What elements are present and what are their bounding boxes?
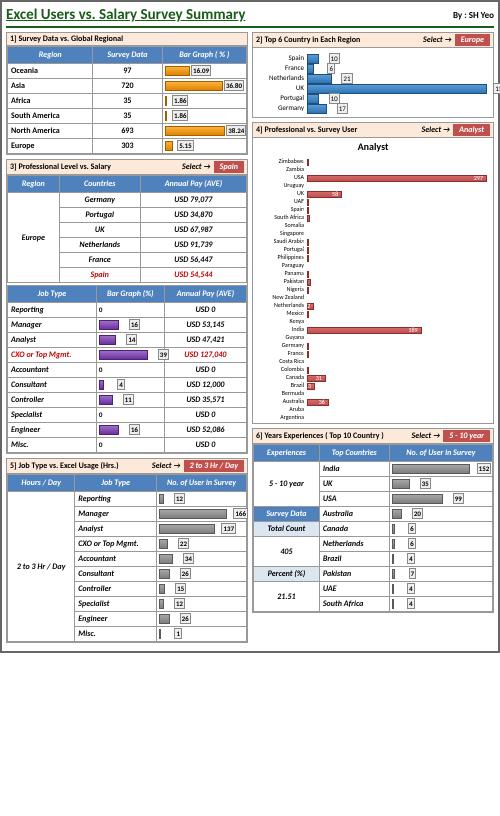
author: By : SH Yeo	[453, 10, 494, 21]
table-row: Europe3035.15	[8, 139, 247, 154]
table-row: Analyst14USD 47,421	[8, 333, 247, 348]
panel-5-select[interactable]: 2 to 3 Hr / Day	[184, 460, 244, 472]
bar-row: South Africa5	[259, 213, 487, 221]
bar-row: Portugal10	[259, 93, 487, 102]
bar-row: USA297	[259, 173, 487, 181]
panel-6-select[interactable]: 5 - 10 year	[443, 430, 490, 442]
bar-row: Germany17	[259, 103, 487, 112]
table-row: Total CountCanada6	[254, 522, 493, 537]
bar-row: Argentina	[259, 413, 487, 421]
panel-4: 4] Professional vs. Survey User Select →…	[252, 122, 494, 424]
bar-row: France6	[259, 63, 487, 72]
table-row: 5 - 10 yearIndia152	[254, 462, 493, 477]
bar-row: Brazil13	[259, 381, 487, 389]
panel-2-select[interactable]: Europe	[455, 34, 490, 46]
bar-row: Zambia	[259, 165, 487, 173]
bar-row: Bermuda	[259, 389, 487, 397]
table-row: North America69338.24	[8, 124, 247, 139]
table-row: CXO or Top Mgmt.39USD 127,040	[8, 348, 247, 363]
bar-row: Kenya	[259, 317, 487, 325]
bar-row: Mexico4	[259, 309, 487, 317]
table-row: Percent (%)Pakistan7	[254, 567, 493, 582]
bar-row: Zimbabwe1	[259, 157, 487, 165]
bar-row: Nigeria1	[259, 285, 487, 293]
bar-row: Pakistan6	[259, 277, 487, 285]
table-row: Controller11USD 35,571	[8, 393, 247, 408]
table-row: Specialist0USD 0	[8, 408, 247, 423]
panel-6-table: ExperiencesTop CountriesNo. of User in S…	[253, 444, 493, 612]
bar-row: Somalia	[259, 221, 487, 229]
table-row: Africa351.86	[8, 94, 247, 109]
panel-3-table2: Job TypeBar Graph (%)Annual Pay (AVE) Re…	[7, 285, 247, 453]
panel-3-select[interactable]: Spain	[214, 161, 244, 173]
bar-row: Canada31	[259, 373, 487, 381]
table-row: EuropeGermanyUSD 79,077	[8, 193, 247, 208]
bar-row: Netherlands12	[259, 301, 487, 309]
panel-1-title: 1] Survey Data vs. Global Regional	[10, 34, 244, 44]
panel-4-select[interactable]: Analyst	[453, 124, 490, 136]
dashboard: Excel Users vs. Salary Survey Summary By…	[0, 0, 500, 653]
table-row: Reporting0USD 0	[8, 303, 247, 318]
table-row: Survey DataAustralia20	[254, 507, 493, 522]
panel-5-table: Hours / DayJob TypeNo. of User in Survey…	[7, 474, 247, 642]
panel-6: 6] Years Experiences ( Top 10 Country ) …	[252, 428, 494, 613]
table-row: Oceania9716.09	[8, 64, 247, 79]
bar-row: Panama1	[259, 269, 487, 277]
bar-row: UK154	[259, 83, 487, 92]
panel-3-table1: RegionCountriesAnnual Pay (AVE) EuropeGe…	[7, 175, 247, 283]
bar-row: UAE4	[259, 197, 487, 205]
bar-row: Colombia3	[259, 365, 487, 373]
bar-row: New Zealand	[259, 293, 487, 301]
panel-1: 1] Survey Data vs. Global Regional Regio…	[6, 32, 248, 155]
bar-row: France1	[259, 349, 487, 357]
panel-2-chart: Spain10France6Netherlands21UK154Portugal…	[253, 48, 493, 117]
bar-row: Portugal1	[259, 245, 487, 253]
panel-4-chart: Zimbabwe1ZambiaUSA297UruguayUK58UAE4Spai…	[253, 155, 493, 423]
table-row: Engineer16USD 52,086	[8, 423, 247, 438]
page-title: Excel Users vs. Salary Survey Summary	[6, 6, 453, 24]
bar-row: Spain4	[259, 205, 487, 213]
table-row: Consultant4USD 12,000	[8, 378, 247, 393]
panel-1-table: RegionSurvey DataBar Graph ( % ) Oceania…	[7, 46, 247, 154]
table-row: Manager16USD 53,145	[8, 318, 247, 333]
table-row: Misc.0USD 0	[8, 438, 247, 453]
bar-row: Germany4	[259, 341, 487, 349]
table-row: Accountant0USD 0	[8, 363, 247, 378]
bar-row: UK58	[259, 189, 487, 197]
table-row: Asia72036.80	[8, 79, 247, 94]
table-row: 2 to 3 Hr / DayReporting12	[8, 492, 247, 507]
bar-row: Singapore	[259, 229, 487, 237]
bar-row: Guyana	[259, 333, 487, 341]
panel-5: 5] Job Type vs. Excel Usage (Hrs.) Selec…	[6, 458, 248, 643]
panel-3: 3] Professional Level vs. Salary Select …	[6, 159, 248, 454]
table-row: 21.51UAE4	[254, 582, 493, 597]
titlebar: Excel Users vs. Salary Survey Summary By…	[6, 6, 494, 28]
bar-row: Saudi Arabia4	[259, 237, 487, 245]
bar-row: Netherlands21	[259, 73, 487, 82]
bar-row: Uruguay	[259, 181, 487, 189]
bar-row: Philippines2	[259, 253, 487, 261]
bar-row: India189	[259, 325, 487, 333]
bar-row: Costa Rica	[259, 357, 487, 365]
bar-row: Aruba	[259, 405, 487, 413]
bar-row: Paraguay	[259, 261, 487, 269]
panel-2: 2] Top 6 Country in Each Region Select →…	[252, 32, 494, 118]
bar-row: Spain10	[259, 53, 487, 62]
table-row: South America351.86	[8, 109, 247, 124]
table-row: 405Netherlands6	[254, 537, 493, 552]
bar-row: Australia36	[259, 397, 487, 405]
